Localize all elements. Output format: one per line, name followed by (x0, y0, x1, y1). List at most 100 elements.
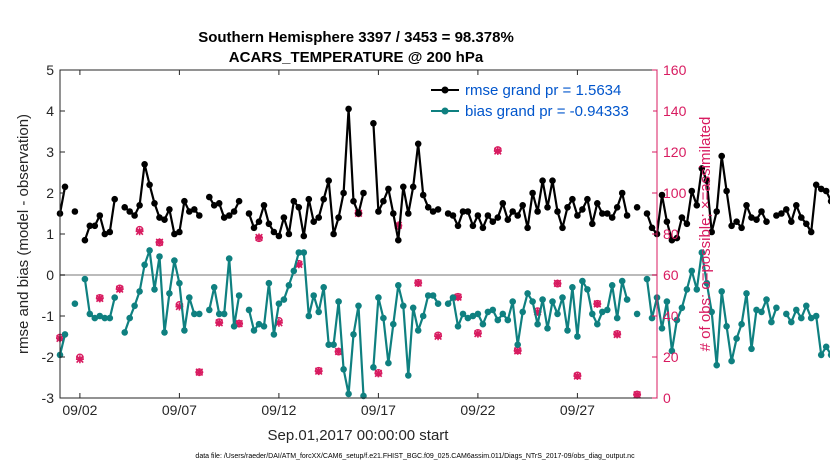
rmse-point (186, 208, 193, 215)
bias-line (247, 251, 365, 396)
rmse-point (315, 214, 323, 221)
rmse-point (375, 208, 382, 215)
rmse-point (643, 210, 651, 217)
bias-point (564, 327, 571, 334)
bias-point (395, 282, 402, 289)
bias-point (61, 331, 69, 338)
bias-point (559, 294, 566, 301)
rmse-point (688, 187, 696, 195)
rmse-point (728, 222, 735, 230)
bias-point (524, 290, 531, 297)
rmse-point (429, 208, 437, 215)
bias-point (265, 279, 273, 287)
rmse-point (773, 212, 780, 219)
obs-assimilated-marker (613, 330, 622, 339)
rmse-point (91, 222, 99, 230)
bias-point (355, 302, 362, 310)
bias-point (549, 298, 556, 305)
rmse-point (613, 204, 621, 211)
rmse-point (504, 216, 512, 223)
rmse-point (385, 185, 392, 193)
rmse-point (599, 210, 606, 217)
rmse-point (419, 191, 427, 199)
bias-point (534, 320, 541, 328)
bias-point (708, 308, 715, 316)
rmse-point (360, 189, 367, 197)
rmse-point (166, 206, 173, 213)
bias-point (330, 341, 337, 349)
rmse-point (633, 204, 641, 211)
obs-assimilated-marker (135, 227, 144, 236)
bias-point (86, 310, 94, 318)
obs-assimilated-marker (334, 347, 343, 356)
bias-point (793, 306, 800, 314)
bias-point (96, 312, 104, 320)
rmse-point (350, 197, 357, 205)
bias-point (370, 364, 377, 371)
rmse-point (196, 212, 203, 219)
rmse-point (658, 191, 666, 199)
bias-point (728, 357, 735, 365)
rmse-point (96, 212, 104, 219)
bias-point (409, 304, 417, 312)
rmse-point (703, 177, 711, 184)
bias-point (807, 314, 815, 322)
rmse-point (554, 208, 561, 215)
bias-point (191, 310, 198, 318)
rmse-point (793, 202, 800, 209)
y-tick-left-label: -2 (42, 349, 55, 365)
rmse-point (454, 222, 462, 230)
rmse-point (81, 236, 89, 244)
bias-point (822, 343, 830, 351)
bias-point (215, 310, 223, 318)
rmse-point (648, 224, 656, 232)
legend-rmse-marker (441, 86, 449, 94)
bias-point (514, 341, 521, 349)
rmse-point (574, 212, 581, 219)
rmse-point (489, 218, 497, 225)
rmse-point (235, 197, 243, 205)
rmse-point (61, 183, 69, 191)
rmse-point (156, 214, 163, 221)
rmse-point (380, 197, 387, 205)
bias-point (151, 286, 158, 293)
bias-point (121, 329, 128, 336)
bias-point (738, 320, 745, 328)
obs-assimilated-marker (115, 285, 124, 294)
obs-assimilated-marker (294, 260, 303, 269)
bias-point (748, 345, 755, 353)
rmse-point (270, 228, 278, 236)
rmse-point (539, 177, 546, 184)
rmse-point (191, 206, 198, 213)
bias-point (494, 316, 502, 324)
bias-line (58, 334, 67, 356)
rmse-point (514, 212, 521, 219)
rmse-point (788, 218, 795, 225)
obs-assimilated-marker (434, 332, 443, 341)
bias-point (763, 296, 770, 303)
rmse-point (260, 202, 268, 209)
bias-point (788, 318, 795, 326)
rmse-point (210, 202, 218, 209)
obs-assimilated-marker (255, 233, 263, 242)
bias-point (713, 361, 720, 369)
bias-point (270, 331, 278, 338)
bias-point (723, 323, 730, 330)
bias-point (424, 292, 432, 299)
rmse-point (335, 214, 342, 221)
bias-point (405, 372, 412, 379)
y-tick-right-label: 60 (663, 267, 679, 283)
rmse-point (748, 214, 755, 221)
bias-point (633, 310, 641, 318)
bias-point (688, 267, 696, 275)
bias-point (658, 325, 666, 332)
rmse-point (255, 218, 263, 225)
y-tick-left-label: 2 (46, 185, 54, 201)
bias-point (156, 253, 163, 260)
bias-point (400, 302, 407, 310)
bias-point (141, 261, 148, 269)
obs-assimilated-marker (533, 307, 542, 316)
obs-assimilated-marker (414, 279, 423, 287)
bias-point (345, 390, 352, 398)
